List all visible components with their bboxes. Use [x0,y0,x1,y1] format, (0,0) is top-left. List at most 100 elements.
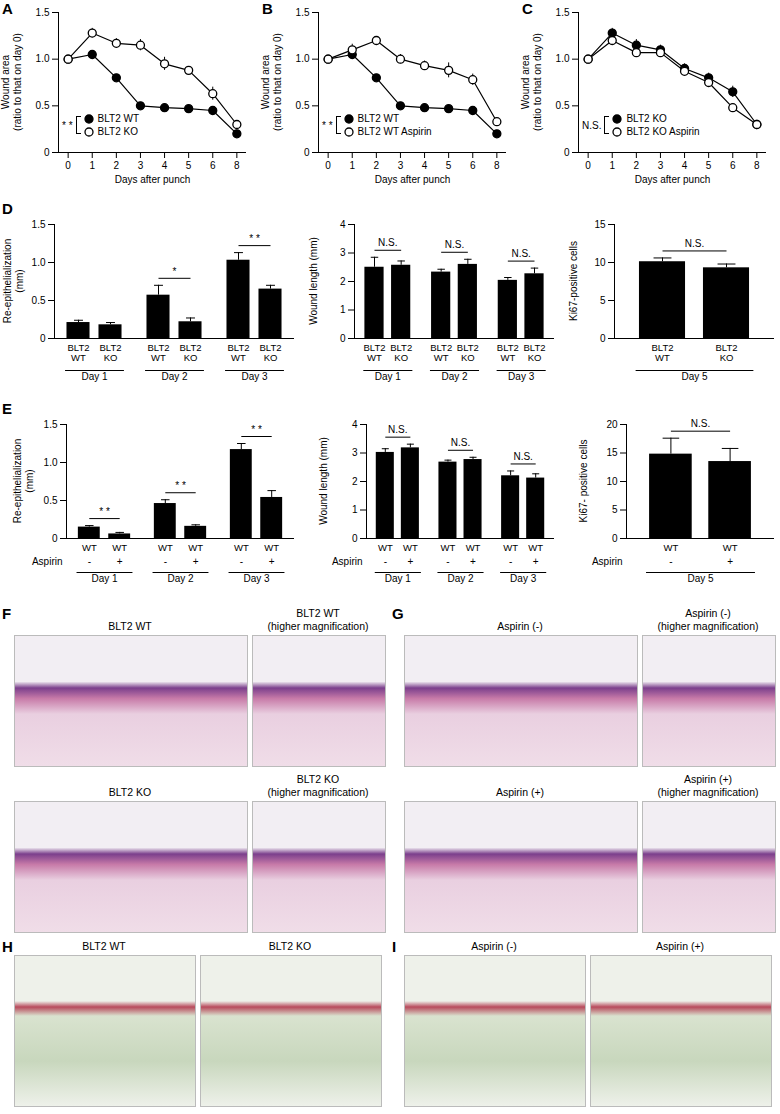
svg-text:N.S.: N.S. [388,424,407,435]
svg-text:BLT2KO: BLT2KO [99,342,121,363]
svg-text:WT: WT [112,542,127,553]
svg-text:WT: WT [664,542,679,553]
svg-text:1.5: 1.5 [32,219,46,230]
svg-text:N.S.: N.S. [451,437,470,448]
svg-text:0.5: 0.5 [296,100,310,111]
svg-text:Days after punch: Days after punch [115,174,191,185]
svg-text:BLT2WT: BLT2WT [497,342,519,363]
svg-text:5: 5 [446,160,452,171]
svg-text:WT: WT [466,542,481,553]
svg-text:0: 0 [325,160,331,171]
svg-text:10: 10 [594,257,606,268]
svg-text:+: + [727,556,733,567]
svg-text:WT: WT [528,542,543,553]
svg-text:1.5: 1.5 [44,419,58,430]
svg-text:5: 5 [600,295,606,306]
svg-text:N.S.: N.S. [513,451,532,462]
svg-text:Day 1: Day 1 [375,371,402,382]
svg-text:15: 15 [606,447,618,458]
svg-text:N.S.: N.S. [685,238,704,249]
svg-text:1.0: 1.0 [44,457,58,468]
svg-text:4: 4 [162,160,168,171]
svg-text:1: 1 [349,160,355,171]
svg-text:+: + [193,556,199,567]
svg-text:4: 4 [352,419,358,430]
svg-text:0: 0 [352,533,358,544]
svg-text:+: + [117,556,123,567]
svg-text:0.5: 0.5 [44,495,58,506]
svg-text:Day 1: Day 1 [91,573,118,584]
svg-text:Day 2: Day 2 [161,371,188,382]
svg-text:N.S.: N.S. [511,248,530,259]
svg-text:Day 2: Day 2 [441,371,468,382]
svg-text:1: 1 [352,504,358,515]
svg-text:WT: WT [503,542,518,553]
svg-text:BLT2WT: BLT2WT [67,342,89,363]
svg-text:1.5: 1.5 [296,7,310,18]
svg-text:-: - [164,556,167,567]
svg-text:3: 3 [658,160,664,171]
svg-text:0: 0 [65,160,71,171]
svg-text:WT: WT [441,542,456,553]
svg-text:+: + [470,556,476,567]
svg-text:BLT2WT: BLT2WT [651,342,673,363]
svg-text:Day 5: Day 5 [681,371,708,382]
svg-text:* *: * * [99,506,110,517]
svg-text:6: 6 [730,160,736,171]
svg-text:1.0: 1.0 [296,53,310,64]
svg-text:1.0: 1.0 [556,53,570,64]
svg-text:5: 5 [612,504,618,515]
svg-text:WT: WT [234,542,249,553]
svg-text:BLT2KO: BLT2KO [715,342,737,363]
svg-text:-: - [88,556,91,567]
svg-text:15: 15 [594,219,606,230]
svg-text:WT: WT [188,542,203,553]
svg-text:BLT2WT: BLT2WT [147,342,169,363]
svg-text:* *: * * [175,480,186,491]
svg-text:0.5: 0.5 [32,295,46,306]
svg-text:Day 3: Day 3 [508,371,535,382]
svg-text:BLT2KO: BLT2KO [457,342,479,363]
svg-text:Day 3: Day 3 [510,573,537,584]
svg-text:WT: WT [723,542,738,553]
svg-text:-: - [240,556,243,567]
svg-text:BLT2WT: BLT2WT [227,342,249,363]
svg-text:*: * [173,266,177,277]
svg-text:3: 3 [340,247,346,258]
svg-text:Day 3: Day 3 [241,371,268,382]
svg-text:0: 0 [52,533,58,544]
svg-text:Day 5: Day 5 [687,573,714,584]
svg-text:BLT2WT: BLT2WT [363,342,385,363]
svg-text:4: 4 [340,219,346,230]
svg-text:-: - [669,556,672,567]
svg-text:1.5: 1.5 [556,7,570,18]
svg-text:BLT2KO: BLT2KO [179,342,201,363]
svg-text:Days after punch: Days after punch [635,174,711,185]
svg-text:0.5: 0.5 [36,100,50,111]
svg-text:0: 0 [600,333,606,344]
svg-text:0: 0 [304,147,310,158]
svg-text:-: - [384,556,387,567]
svg-text:4: 4 [422,160,428,171]
svg-text:8: 8 [754,160,760,171]
svg-text:-: - [446,556,449,567]
svg-text:2: 2 [352,476,358,487]
svg-text:BLT2KO: BLT2KO [259,342,281,363]
svg-text:+: + [269,556,275,567]
svg-text:Day 2: Day 2 [447,573,474,584]
svg-text:* *: * * [251,424,262,435]
svg-text:WT: WT [158,542,173,553]
svg-text:+: + [407,556,413,567]
svg-text:BLT2KO: BLT2KO [390,342,412,363]
svg-text:1: 1 [89,160,95,171]
svg-text:1.0: 1.0 [36,53,50,64]
svg-text:10: 10 [606,476,618,487]
svg-text:2: 2 [634,160,640,171]
svg-text:N.S.: N.S. [445,239,464,250]
svg-text:0: 0 [564,147,570,158]
svg-text:3: 3 [138,160,144,171]
svg-text:2: 2 [114,160,120,171]
svg-text:Aspirin: Aspirin [32,556,63,567]
svg-text:Day 3: Day 3 [243,573,270,584]
svg-text:1.5: 1.5 [36,7,50,18]
